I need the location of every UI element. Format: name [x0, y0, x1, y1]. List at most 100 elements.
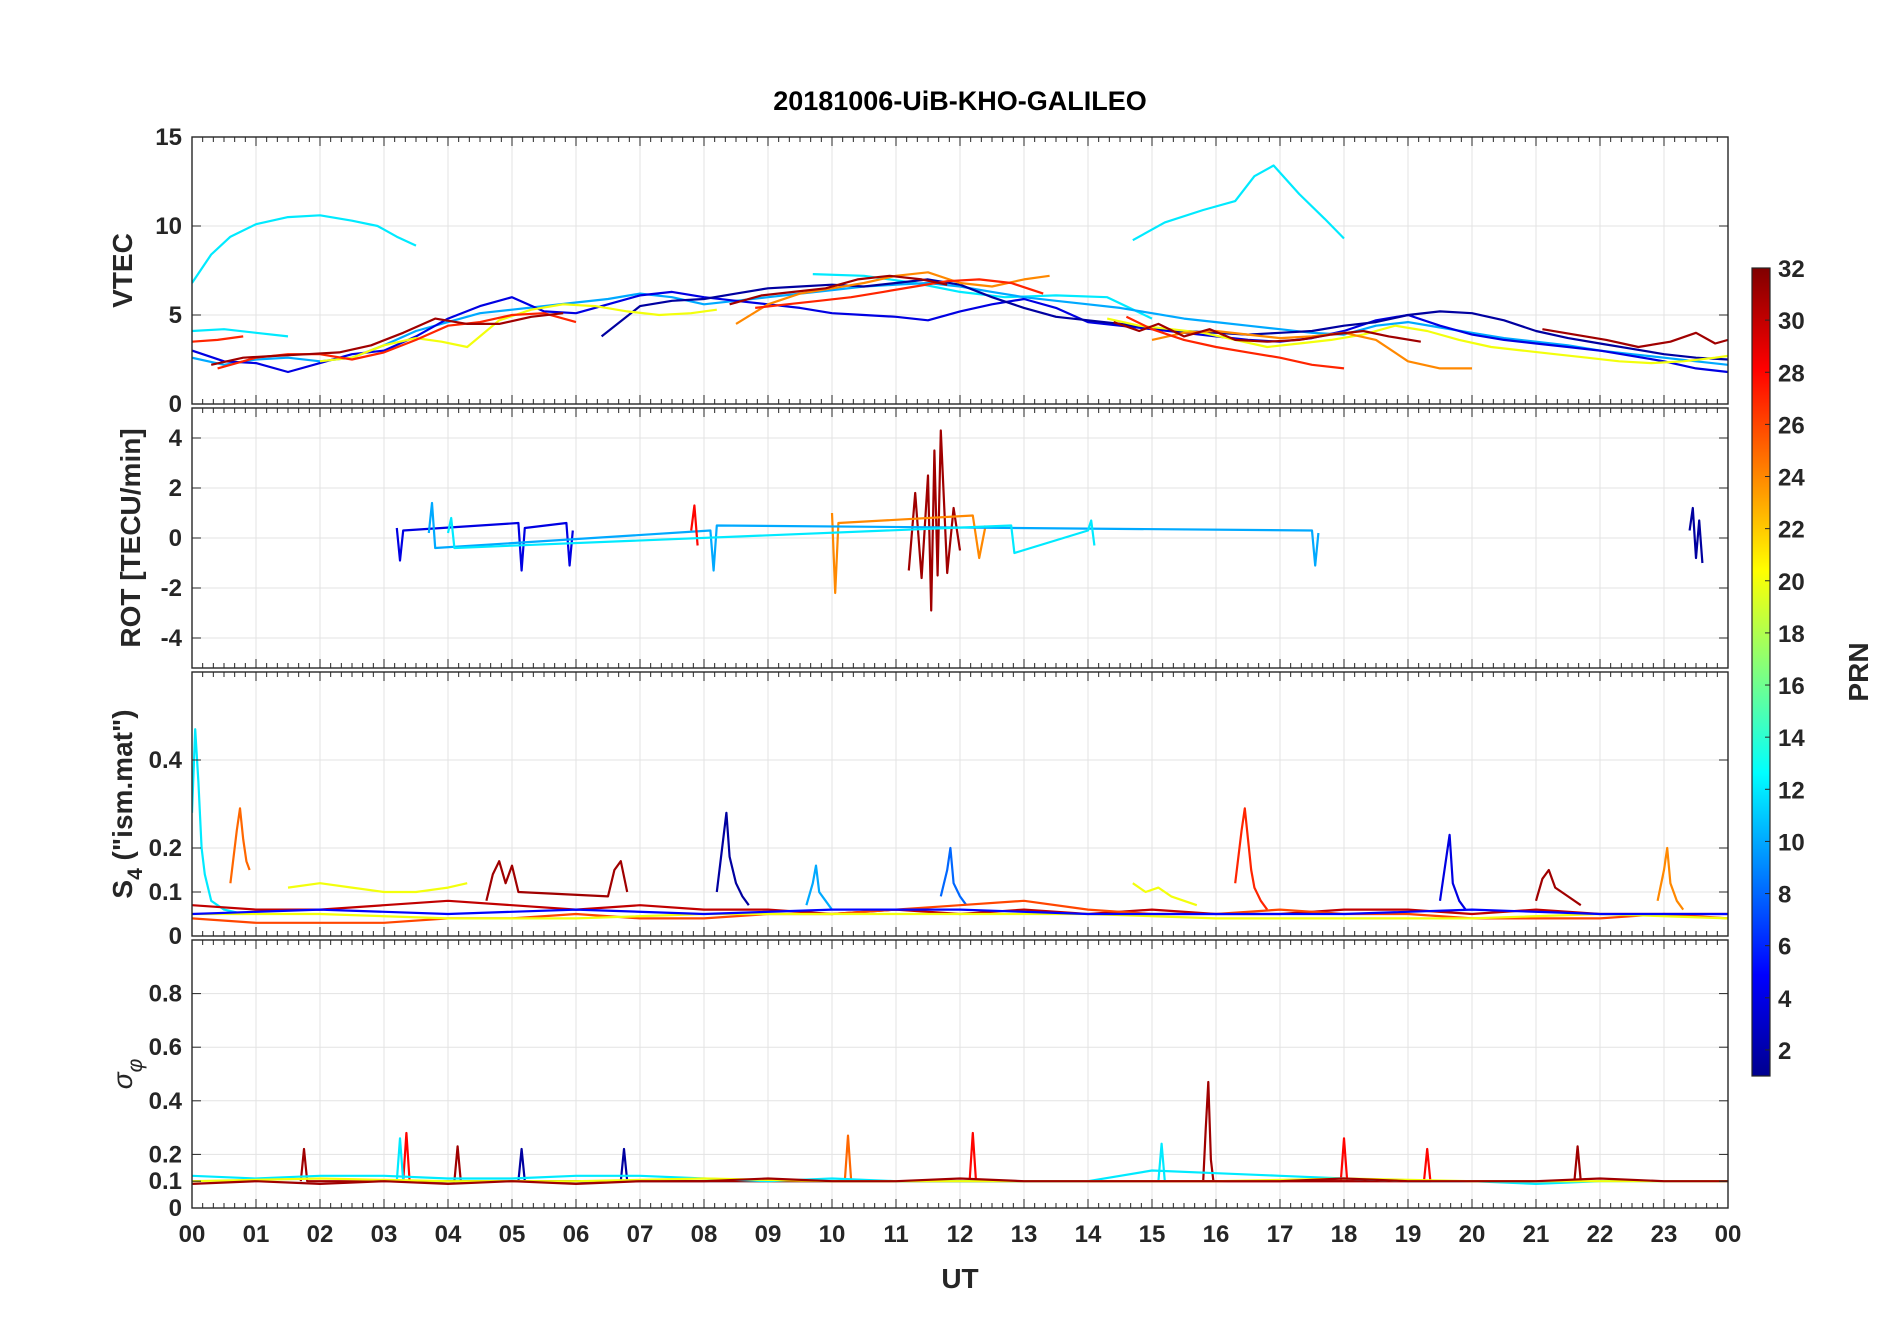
series-prn-24	[1151, 329, 1472, 370]
series-prn-20	[1106, 317, 1728, 365]
y-tick-label: 0	[169, 391, 182, 418]
series-prn-12	[446, 516, 1096, 555]
colorbar-tick-label: 28	[1778, 360, 1805, 387]
series-prn-24	[1656, 846, 1685, 911]
series-prn-31	[1534, 868, 1582, 907]
series-group	[192, 164, 1728, 374]
series-prn-31	[1542, 328, 1728, 349]
y-tick-label: 0	[169, 525, 182, 552]
y-tick-label: -2	[161, 575, 182, 602]
x-tick-label: 12	[947, 1221, 974, 1248]
series-prn-25	[229, 807, 251, 884]
chart-title: 20181006-UiB-KHO-GALILEO	[773, 86, 1147, 116]
x-tick-label: 20	[1459, 1221, 1486, 1248]
series-prn-12	[192, 328, 289, 338]
series-prn-2	[1688, 506, 1704, 564]
series-prn-8	[939, 846, 968, 906]
y-tick-label: 0.6	[149, 1034, 182, 1061]
x-tick-label: 14	[1075, 1221, 1102, 1248]
y-tick-label: 4	[169, 425, 183, 452]
x-tick-label: 06	[563, 1221, 590, 1248]
series-prn-10	[805, 864, 833, 911]
colorbar-tick-label: 20	[1778, 569, 1805, 596]
colorbar-tick-label: 22	[1778, 517, 1805, 544]
x-tick-label: 10	[819, 1221, 846, 1248]
colorbar-tick-label: 32	[1778, 256, 1805, 283]
series-prn-31	[1113, 321, 1421, 343]
x-tick-label: 15	[1139, 1221, 1166, 1248]
x-tick-label: 17	[1267, 1221, 1294, 1248]
y-axis-label-vtec: VTEC	[107, 233, 138, 308]
y-tick-label: 0.1	[149, 1168, 182, 1195]
x-tick-label: 18	[1331, 1221, 1358, 1248]
y-tick-label: 10	[155, 213, 182, 240]
y-tick-label: 0.8	[149, 981, 182, 1008]
series-prn-4	[192, 290, 1728, 374]
series-prn-20	[1132, 882, 1198, 907]
y-tick-label: 0.4	[149, 747, 183, 774]
x-tick-label: 19	[1395, 1221, 1422, 1248]
x-tick-label: 22	[1587, 1221, 1614, 1248]
colorbar-tick-label: 30	[1778, 308, 1805, 335]
colorbar-gradient	[1751, 267, 1771, 1077]
x-axis-label: UT	[941, 1263, 978, 1294]
series-prn-31	[1202, 1080, 1215, 1182]
y-axis-label-rot: ROT [TECU/min]	[115, 428, 146, 647]
series-prn-4	[1438, 833, 1467, 911]
series-group	[192, 728, 1728, 924]
series-prn-2	[715, 811, 750, 906]
x-tick-label: 16	[1203, 1221, 1230, 1248]
series-prn-25	[843, 1134, 853, 1182]
x-tick-label: 21	[1523, 1221, 1550, 1248]
series-prn-27	[1125, 315, 1345, 370]
series-prn-31	[907, 429, 962, 612]
y-tick-label: 5	[169, 302, 182, 329]
x-tick-label: 02	[307, 1221, 334, 1248]
x-tick-label: 13	[1011, 1221, 1038, 1248]
x-tick-label: 07	[627, 1221, 654, 1248]
series-prn-10	[192, 281, 1728, 366]
x-tick-label: 03	[371, 1221, 398, 1248]
y-axis-label-sigma_phi: σφ	[107, 1058, 147, 1089]
series-prn-27	[755, 278, 1044, 309]
x-tick-label: 04	[435, 1221, 462, 1248]
series-prn-31	[299, 1145, 1582, 1183]
panel-vtec: 0 5 10 15 VTEC	[107, 124, 1729, 418]
y-tick-label: 0	[169, 1195, 182, 1222]
colorbar-tick-label: 6	[1778, 934, 1791, 961]
series-prn-4	[395, 521, 574, 572]
colorbar-tick-label: 14	[1778, 725, 1805, 752]
series-prn-28	[690, 504, 699, 546]
y-tick-label: 0	[169, 923, 182, 950]
colorbar-tick-label: 24	[1778, 465, 1805, 492]
y-axis-label-s4: S4 ("ism.mat")	[107, 709, 147, 898]
colorbar-tick-label: 26	[1778, 412, 1805, 439]
series-prn-27	[1234, 807, 1269, 911]
colorbar-label: PRN	[1843, 642, 1874, 701]
x-tick-label: 05	[499, 1221, 526, 1248]
y-tick-label: 2	[169, 475, 182, 502]
panel-rot: -4 -2 0 2 4 ROT [TECU/min]	[115, 407, 1729, 669]
x-tick-label: 08	[691, 1221, 718, 1248]
x-tick-label: 09	[755, 1221, 782, 1248]
series-prn-5	[192, 908, 1728, 916]
panel-sigma_phi: 00.10.2 0.4 0.6 0.8 σφ	[107, 939, 1729, 1222]
series-prn-20	[287, 882, 468, 894]
y-tick-label: 0.2	[149, 1141, 182, 1168]
colorbar-tick-label: 4	[1778, 986, 1792, 1013]
x-tick-label: 00	[179, 1221, 206, 1248]
x-tick-label: 23	[1651, 1221, 1678, 1248]
colorbar-tick-label: 10	[1778, 829, 1805, 856]
series-prn-20	[192, 912, 1728, 920]
series-prn-27	[192, 335, 244, 343]
series-prn-24	[830, 512, 987, 595]
y-tick-label: -4	[161, 625, 183, 652]
series-prn-31	[192, 1177, 1728, 1186]
colorbar-tick-label: 12	[1778, 777, 1805, 804]
series-prn-31	[729, 274, 948, 306]
series-prn-31	[210, 312, 564, 366]
colorbar-tick-label: 2	[1778, 1038, 1791, 1065]
y-tick-label: 15	[155, 124, 182, 151]
